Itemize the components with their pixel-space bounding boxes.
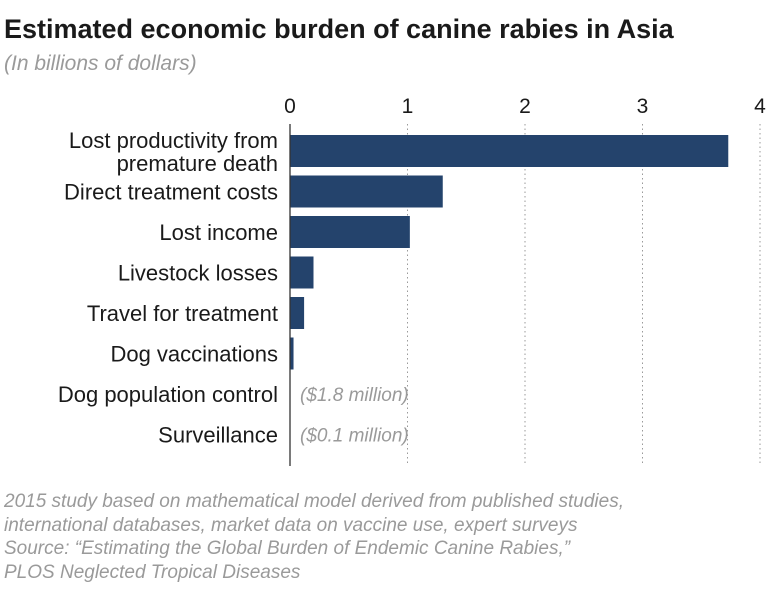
x-tick-label: 0 [284, 95, 296, 118]
chart-title: Estimated economic burden of canine rabi… [4, 14, 674, 44]
x-tick-label: 1 [402, 95, 414, 118]
bar [290, 297, 305, 329]
category-label: Surveillance [158, 423, 278, 448]
category-label: Lost productivity from premature death [69, 128, 278, 176]
chart-subtitle: (In billions of dollars) [4, 52, 197, 75]
footer-source-line-2: PLOS Neglected Tropical Diseases [4, 561, 301, 583]
value-note: ($1.8 million) [300, 385, 409, 406]
bar [290, 216, 410, 248]
category-label: Lost income [159, 220, 278, 245]
category-label: Livestock losses [118, 261, 278, 286]
x-tick-label: 2 [519, 95, 531, 118]
category-label: Direct treatment costs [64, 180, 278, 205]
footer: 2015 study based on mathematical model d… [4, 490, 624, 584]
footer-note-line-2: international databases, market data on … [4, 514, 578, 536]
footer-note-line-1: 2015 study based on mathematical model d… [4, 491, 624, 512]
bar [290, 337, 294, 370]
category-label: Dog vaccinations [110, 342, 278, 367]
x-tick-label: 4 [754, 95, 766, 118]
x-tick-label: 3 [637, 95, 649, 118]
bar [290, 256, 314, 289]
bar [290, 135, 729, 167]
bar [290, 175, 443, 208]
category-label: Dog population control [58, 382, 278, 407]
category-label: Travel for treatment [87, 301, 278, 326]
value-note: ($0.1 million) [300, 426, 409, 447]
footer-source-line-1: Source: “Estimating the Global Burden of… [4, 538, 571, 559]
